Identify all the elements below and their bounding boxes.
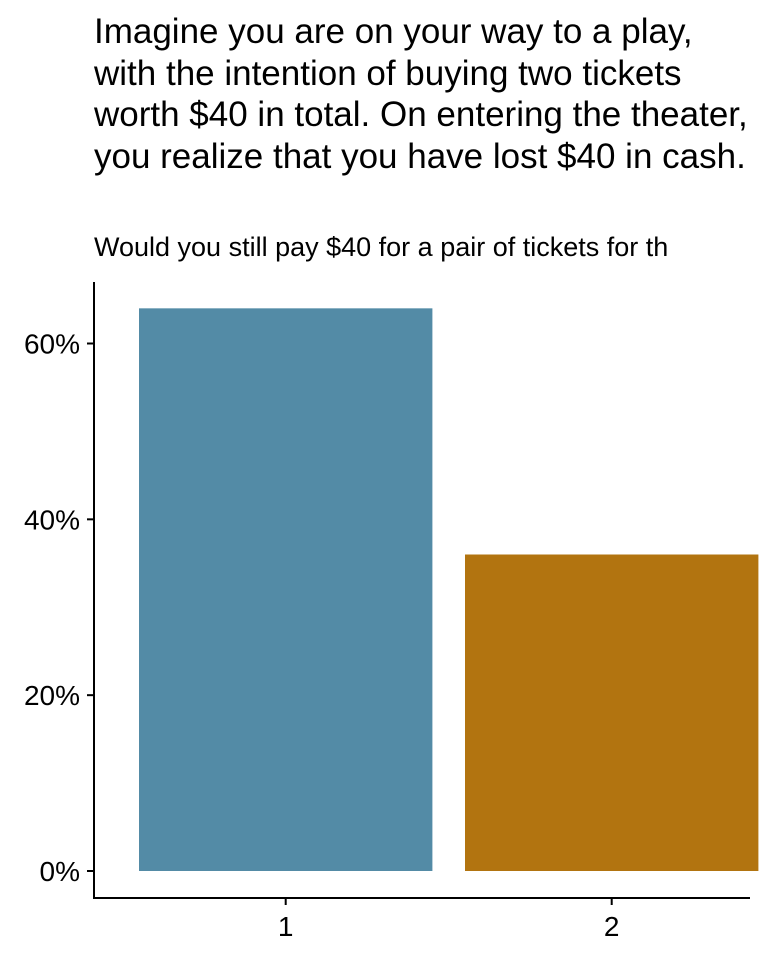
bars-layer (139, 308, 759, 871)
y-tick-label: 20% (24, 680, 80, 711)
chart-subtitle: Would you still pay $40 for a pair of ti… (94, 232, 669, 262)
x-tick-label: 2 (604, 911, 620, 942)
bar-2 (465, 554, 759, 871)
bar-1 (139, 308, 433, 871)
y-tick-label: 60% (24, 329, 80, 360)
chart-title: Imagine you are on your way to a play, w… (94, 12, 748, 176)
y-tick-label: 0% (40, 856, 80, 887)
y-tick-label: 40% (24, 504, 80, 535)
y-axis: 0% 20% 40% 60% (24, 282, 95, 898)
x-tick-label: 1 (278, 911, 294, 942)
